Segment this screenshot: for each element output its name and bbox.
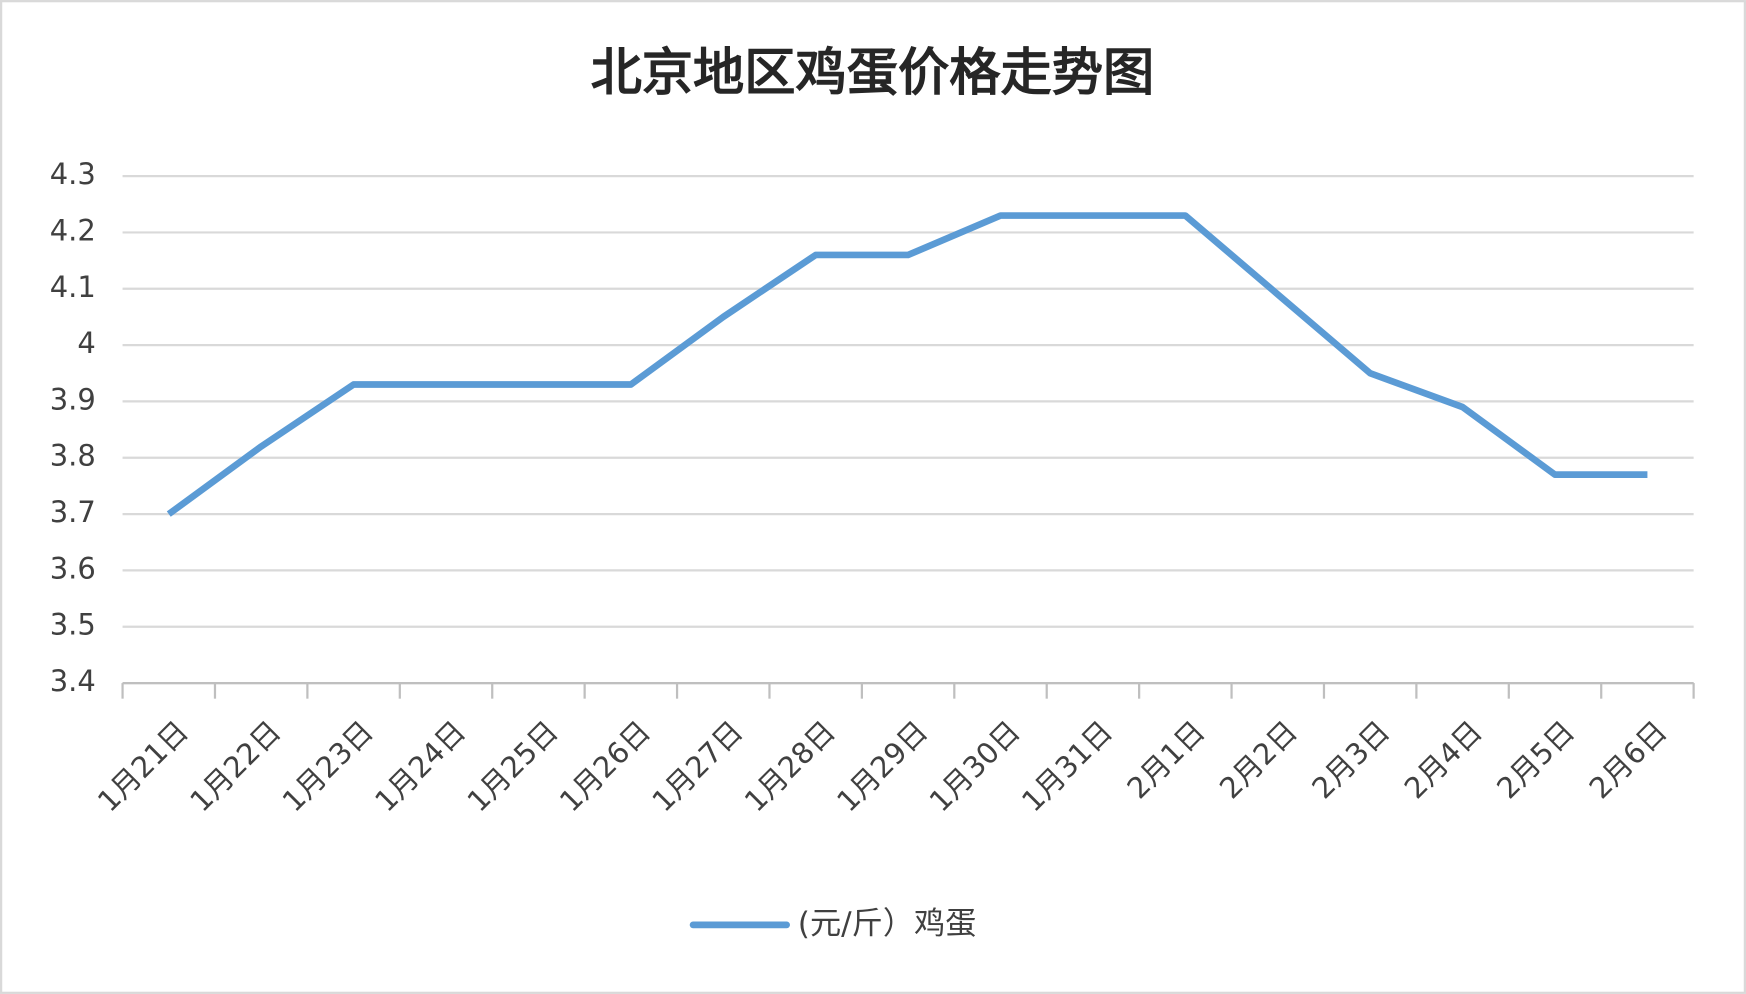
y-tick-label: 3.6 <box>50 551 96 585</box>
chart-title: 北京地区鸡蛋价格走势图 <box>591 43 1155 103</box>
data-line <box>166 212 1648 517</box>
y-tick-label: 4.1 <box>50 270 96 304</box>
y-tick-label: 4 <box>77 326 95 360</box>
y-tick-label: 3.4 <box>50 664 96 698</box>
y-tick-label: 3.9 <box>50 382 96 416</box>
y-tick-label: 4.3 <box>50 157 96 191</box>
y-tick-label: 3.5 <box>50 608 96 642</box>
y-tick-label: 3.8 <box>50 439 96 473</box>
y-tick-label: 4.2 <box>50 213 96 247</box>
y-tick-label: 3.7 <box>50 495 96 529</box>
legend-label: (元/斤）鸡蛋 <box>798 906 977 942</box>
